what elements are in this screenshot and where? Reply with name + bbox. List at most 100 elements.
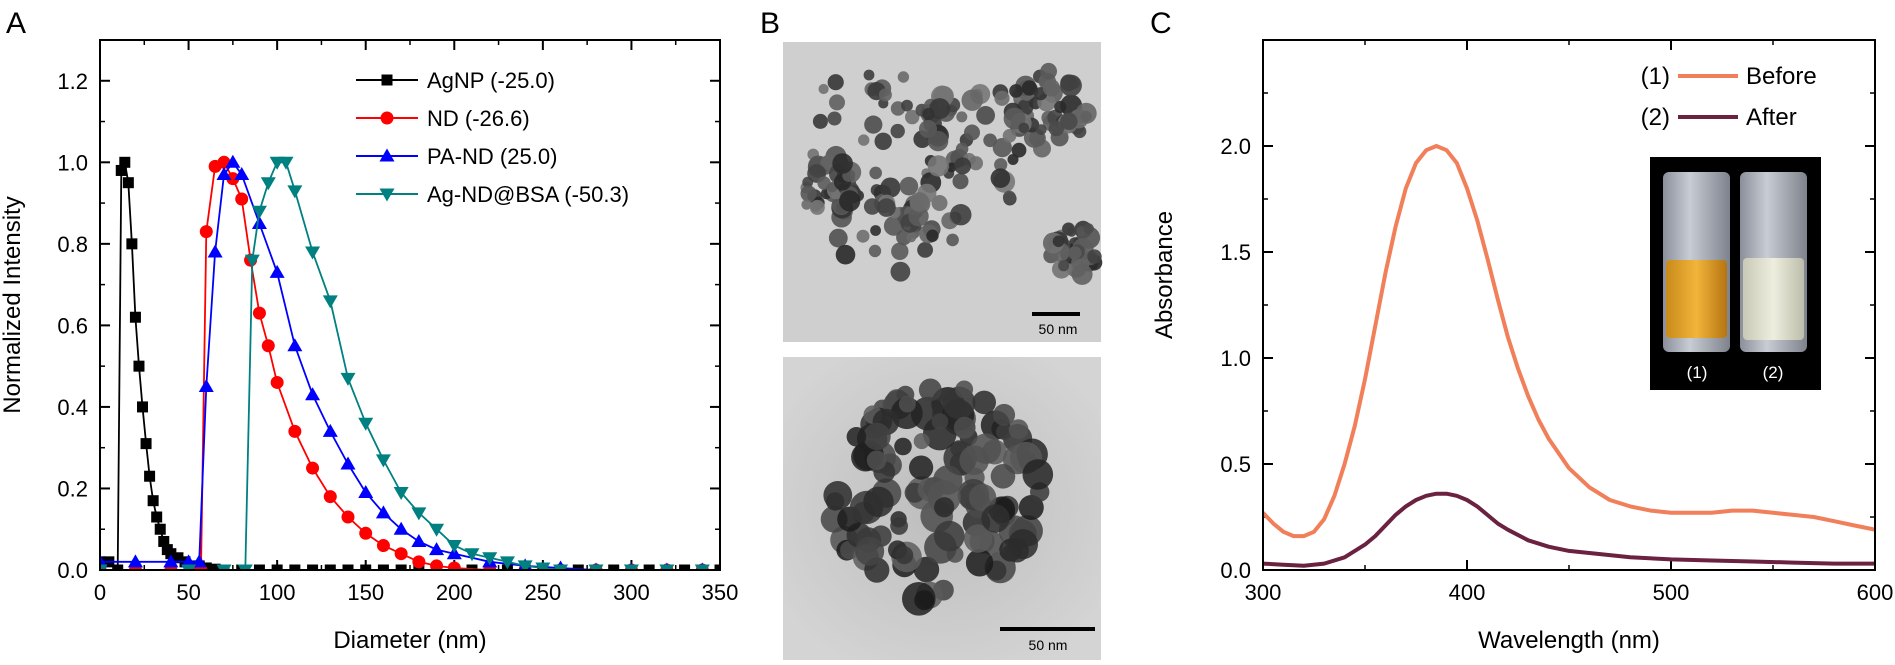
nanoparticle [1054,100,1067,113]
nanoparticle [968,483,997,512]
chart-a-series-2-point [100,554,108,568]
chart-a-series-3-point [278,156,294,170]
chart-a-y-axis-label: Normalized Intensity [0,196,26,413]
chart-a-y-tick-label: 0.0 [57,558,88,583]
nanoparticle [968,156,984,171]
chart-c-series-line-1 [1263,491,1875,568]
chart-c: 300 400 500 600 0.0 0.5 1.0 1.5 2.0 Wavelength (… [1151,39,1894,654]
nanoparticle [829,94,845,111]
nanoparticle [1066,226,1077,237]
nanoparticle [906,232,917,243]
chart-a-series-0-point [679,564,691,570]
chart-a-legend-label: ND (-26.6) [427,106,530,131]
chart-a-series-1-point [376,539,390,553]
nanoparticle [869,166,882,180]
chart-a-series-0-point [466,564,478,570]
chart-a-series-0-point [140,438,152,450]
panel-label-b: B [760,7,780,40]
nanoparticle [827,111,842,126]
nanoparticle [994,158,1008,172]
nanoparticle [817,176,831,190]
chart-c-x-axis-label: Wavelength (nm) [1478,627,1660,654]
micrograph-top-particles [800,62,1103,285]
nanoparticle [890,123,905,139]
nanoparticle [964,124,980,141]
chart-a-series-3-point [181,564,197,570]
chart-a-series-3-point [305,246,321,260]
chart-a-series-1-point [235,192,249,206]
chart-c-frame [1262,39,1876,571]
chart-a-x-tick-label: 100 [259,580,296,605]
nanoparticle [891,242,909,260]
nanoparticle [946,162,957,173]
chart-a-series-2-point [411,533,427,547]
chart-a-series-0-point [395,564,407,570]
nanoparticle [993,403,1016,426]
nanoparticle [963,524,993,553]
nanoparticle [835,244,856,265]
chart-a-x-tick-label: 300 [613,580,650,605]
nanoparticle [874,132,892,150]
nanoparticle [846,427,867,447]
chart-c-y-tick-label: 1.5 [1220,240,1251,265]
chart-a-series-3-point [244,254,260,268]
nanoparticle [926,229,939,242]
chart-c-legend-index: (1) [1641,63,1670,90]
chart-a-series-1-point [341,510,355,524]
chart-c-x-tick-label: 600 [1857,580,1894,605]
nanoparticle [1040,62,1057,80]
chart-a-series-3-point [237,564,253,570]
chart-a-series-3-point [446,540,462,554]
chart-a-series-2-point [322,423,338,437]
nanoparticle [863,198,881,215]
nanoparticle [866,450,887,471]
nanoparticle [812,113,828,129]
chart-a-y-tick-label: 0.2 [57,476,88,501]
nanoparticle [1071,263,1093,285]
chart-a-series-3-point [251,205,267,219]
chart-a-series-line-2 [100,160,703,570]
nanoparticle [994,90,1010,106]
chart-a-series-3-point [411,507,427,521]
chart-a-series-1-point [359,526,373,540]
nanoparticle [981,504,1010,533]
chart-a: 0 50 100 150 200 250 300 350 0.0 0.2 0.4 0.6 0.8 1.0 1… [0,39,738,654]
chart-c-legend: (1) Before (2) After [1641,63,1817,131]
chart-c-plot-area [1263,144,1875,568]
nanoparticle [868,244,882,258]
chart-a-series-0-point [122,177,134,189]
chart-a-series-0-point [165,548,177,560]
nanoparticle [909,455,934,480]
chart-a-series-1-point [412,555,426,569]
nanoparticle [880,177,901,198]
nanoparticle [950,204,972,226]
chart-a-series-2-point [163,554,179,568]
nanoparticle [955,380,974,399]
nanoparticle [934,520,965,552]
chart-a-series-1-point [394,547,408,561]
nanoparticle [917,242,933,258]
chart-a-x-tick-label: 250 [524,580,561,605]
nanoparticle [931,195,948,211]
nanoparticle [894,437,912,456]
chart-a-series-3-point [517,560,533,570]
chart-a-legend-label: Ag-ND@BSA (-50.3) [427,182,629,207]
chart-a-series-0-point [572,564,584,570]
chart-c-y-tick-label: 0.0 [1220,558,1251,583]
nanoparticle [827,74,844,91]
chart-a-series-2-point [181,554,197,568]
scale-label-top: 50 nm [1039,321,1078,337]
chart-a-series-2-point [375,505,391,519]
nanoparticle [956,111,968,123]
nanoparticle [1021,80,1037,96]
chart-a-series-0-point [200,562,212,570]
nanoparticle [1002,190,1016,204]
chart-a-series-3-point [260,177,276,191]
nanoparticle [1009,84,1023,98]
vial-2-liquid [1743,258,1804,340]
nanoparticle [863,422,891,451]
nanoparticle [914,590,935,611]
chart-a-series-3-point [499,556,515,570]
chart-a-series-0-point [158,535,170,547]
